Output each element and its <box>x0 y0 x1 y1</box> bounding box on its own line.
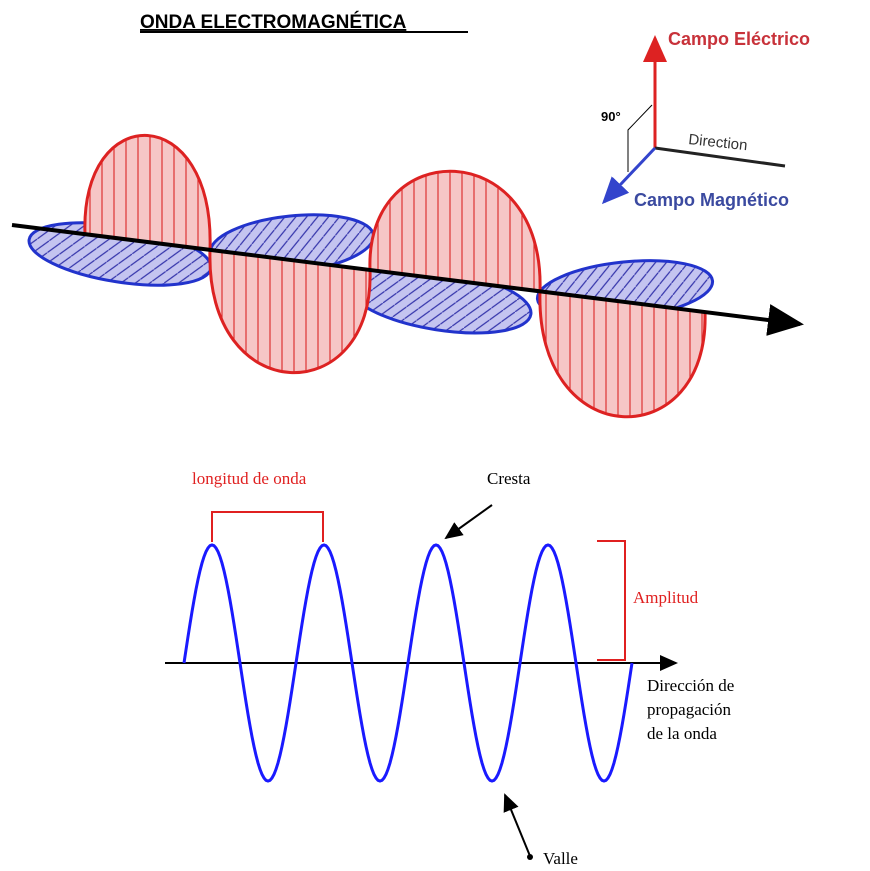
angle-label: 90° <box>601 109 621 124</box>
trough-dot <box>527 854 533 860</box>
electric-lobe <box>85 135 210 250</box>
electric-label: Campo Eléctrico <box>668 29 810 49</box>
wavelength-bracket <box>212 512 323 542</box>
page: {"title": "ONDA ELECTROMAGNÉTICA", "axes… <box>0 0 870 871</box>
trough-arrow <box>505 795 530 856</box>
axes-indicator: Campo Eléctrico 90° Direction Campo Magn… <box>601 29 810 210</box>
title: ONDA ELECTROMAGNÉTICA <box>140 11 407 33</box>
simple-wave: longitud de onda Cresta Amplitud Direcci… <box>165 469 734 868</box>
direction-label: Direction <box>688 131 749 154</box>
em-wave <box>12 135 800 416</box>
diagram: ONDA ELECTROMAGNÉTICA Campo Eléctrico 90… <box>0 0 870 871</box>
crest-arrow <box>446 505 492 538</box>
crest-label: Cresta <box>487 469 531 488</box>
propagation-label: Dirección de <box>647 676 734 695</box>
propagation-label: propagación <box>647 700 732 719</box>
amplitude-bracket <box>597 541 625 660</box>
wavelength-label: longitud de onda <box>192 469 307 488</box>
amplitude-label: Amplitud <box>633 588 699 607</box>
propagation-label: de la onda <box>647 724 717 743</box>
magnetic-label: Campo Magnético <box>634 190 789 210</box>
trough-label: Valle <box>543 849 578 868</box>
